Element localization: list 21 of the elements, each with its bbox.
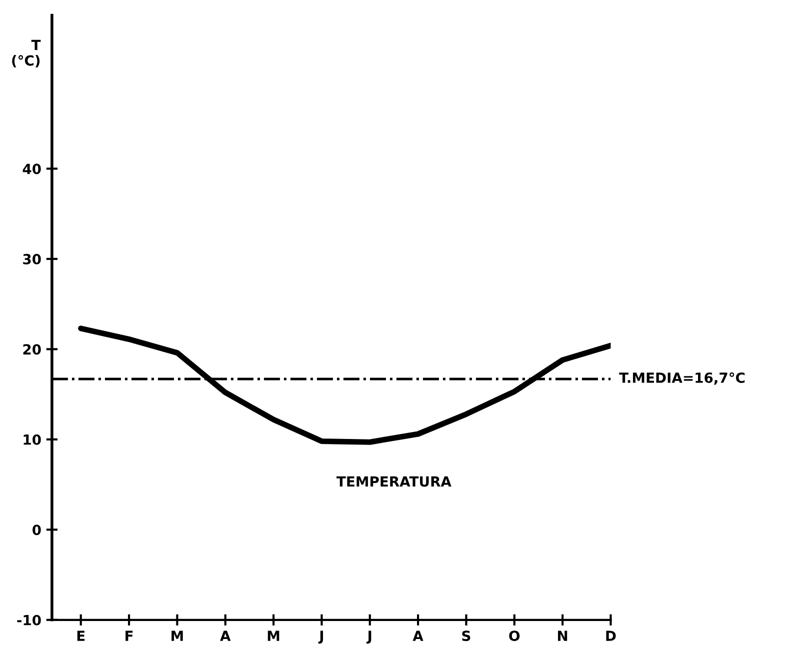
y-tick-label: 10 (24, 434, 41, 445)
y-tick-label: 0 (32, 524, 41, 536)
y-tick-label: 20 (23, 344, 41, 355)
y-tick-label: 30 (23, 254, 41, 264)
y-tick-label: -10 (17, 614, 41, 626)
x-tick-label: E (77, 630, 85, 641)
x-tick-label: M (268, 630, 280, 641)
y-tick-label: 40 (22, 164, 41, 174)
x-tick-label: M (172, 630, 183, 641)
x-tick-label: A (412, 630, 424, 641)
x-tick-label: D (606, 630, 616, 641)
x-tick-label: N (558, 630, 568, 641)
x-tick-label: O (509, 630, 520, 642)
x-tick-label: J (366, 630, 372, 644)
x-tick-label: A (220, 630, 231, 641)
text: TEMPERATURA (336, 476, 452, 487)
x-tick-label: S (462, 630, 470, 642)
x-tick-label: J (318, 630, 323, 644)
ref-line-label: T.MEDIA=16,7°C (619, 372, 745, 385)
y-axis-title: T (°C) (12, 40, 41, 68)
x-tick-label: F (126, 630, 133, 641)
